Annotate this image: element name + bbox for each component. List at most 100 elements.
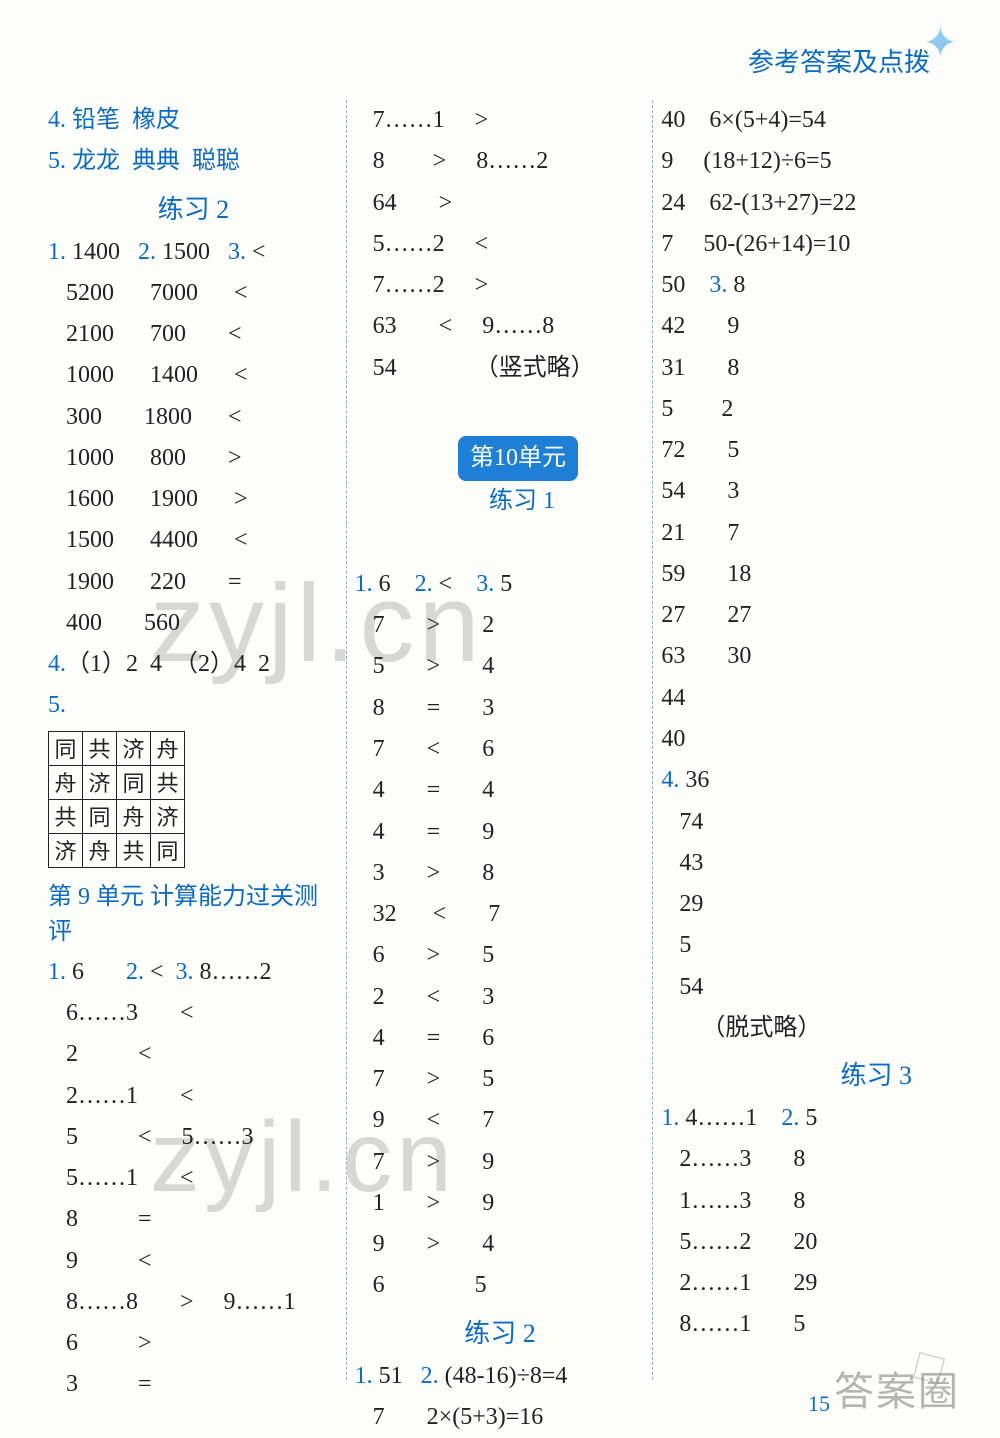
page-title: 参考答案及点拨: [748, 42, 930, 79]
grid-cell: 共: [83, 731, 117, 765]
table-row: 1. 1400 2. 1500 3. <: [48, 232, 339, 273]
table-row: 31 8: [661, 348, 952, 389]
grid-cell: 济: [49, 833, 83, 867]
table-row: 27 27: [661, 595, 952, 636]
table-row: 50 3. 8: [661, 265, 952, 306]
table-row: 59 18: [661, 554, 952, 595]
table-row: 63 30: [661, 636, 952, 677]
table-row: 63 < 9……8: [355, 306, 646, 347]
table-row: 7……1 >: [355, 100, 646, 141]
grid-cell: 济: [83, 765, 117, 799]
table-row: 7 2×(5+3)=16: [355, 1397, 646, 1438]
ans-4b: （1）2 4 （2）4 2: [66, 651, 270, 677]
table-row: 9 (18+12)÷6=5: [661, 141, 952, 182]
table-row: 9 < 7: [355, 1100, 646, 1141]
ans-4: 4. 铅笔 橡皮: [48, 107, 180, 133]
table-row: 1……3 8: [661, 1181, 952, 1222]
table-row: 1 > 9: [355, 1183, 646, 1224]
table-row: 8 > 8……2: [355, 141, 646, 182]
table-row: 7 < 6: [355, 729, 646, 770]
grid-cell: 舟: [151, 731, 185, 765]
table-row: 5 < 5……3: [48, 1117, 339, 1158]
table-row: 40 6×(5+4)=54: [661, 100, 952, 141]
grid-cell: 舟: [49, 765, 83, 799]
unit-heading: 第10单元 练习 1: [355, 395, 646, 564]
column-2: 7……1 > 8 > 8……2 64 > 5……2 < 7……2 > 63 < …: [347, 100, 654, 1380]
grid-cell: 同: [49, 731, 83, 765]
table-row: 300 1800 <: [48, 397, 339, 438]
table-row: 2……3 8: [661, 1139, 952, 1180]
table-row: 1900 220 =: [48, 562, 339, 603]
table-row: 29: [661, 884, 952, 925]
table-row: 2 < 3: [355, 977, 646, 1018]
table-row: 8……1 5: [661, 1304, 952, 1345]
grid-cell: 舟: [117, 799, 151, 833]
table-row: 2……1 29: [661, 1263, 952, 1304]
section-heading: 第 9 单元 计算能力过关测评: [48, 876, 339, 946]
table-row: 44: [661, 678, 952, 719]
table-row: 4 = 9: [355, 812, 646, 853]
table-row: 5200 7000 <: [48, 273, 339, 314]
grid-cell: 济: [151, 799, 185, 833]
table-row: 54: [661, 967, 952, 1008]
table-row: 21 7: [661, 513, 952, 554]
ans-5b: 5.: [48, 692, 66, 718]
table-row: 1. 6 2. < 3. 8……2: [48, 952, 339, 993]
table-row: 3 > 8: [355, 853, 646, 894]
table-row: 43: [661, 843, 952, 884]
table-row: 1600 1900 >: [48, 479, 339, 520]
unit-title: 练习 1: [489, 488, 555, 514]
table-row: 74: [661, 802, 952, 843]
table-row: 7 50-(26+14)=10: [661, 224, 952, 265]
table-row: 6……3 <: [48, 993, 339, 1034]
table-row: 9 > 4: [355, 1224, 646, 1265]
grid-cell: 共: [117, 833, 151, 867]
table-row: 7……2 >: [355, 265, 646, 306]
table-row: 6 > 5: [355, 935, 646, 976]
table-row: 5……2 20: [661, 1222, 952, 1263]
table-row: 1. 51 2. (48-16)÷8=4: [355, 1356, 646, 1397]
answer-line: 4.（1）2 4 （2）4 2: [48, 644, 339, 685]
table-row: 8……8 > 9……1: [48, 1282, 339, 1323]
section-heading: 练习 3: [661, 1055, 952, 1092]
table-row: 72 5: [661, 430, 952, 471]
table-row: 5……2 <: [355, 224, 646, 265]
table-row: 9 <: [48, 1241, 339, 1282]
table-row: 2 <: [48, 1034, 339, 1075]
table-row: 24 62-(13+27)=22: [661, 183, 952, 224]
table-row: 6 >: [48, 1323, 339, 1364]
grid-cell: 共: [49, 799, 83, 833]
page-number: 15: [808, 1391, 830, 1417]
table-row: 54 （竖式略）: [355, 348, 646, 389]
columns: 4. 铅笔 橡皮 5. 龙龙 典典 聪聪 练习 2 1. 1400 2. 150…: [40, 100, 960, 1380]
answer-line: 4. 铅笔 橡皮: [48, 100, 339, 141]
table-row: 400 560: [48, 603, 339, 644]
section-heading: 练习 2: [48, 189, 339, 226]
table-row: 54 3: [661, 471, 952, 512]
grid-cell: 共: [151, 765, 185, 799]
table-row: 2……1 <: [48, 1076, 339, 1117]
note-line: （脱式略）: [661, 1008, 952, 1049]
section-heading: 练习 2: [355, 1313, 646, 1350]
table-row: 5……1 <: [48, 1158, 339, 1199]
table-row: 1000 800 >: [48, 438, 339, 479]
table-row: 42 9: [661, 306, 952, 347]
table-row: 7 > 2: [355, 605, 646, 646]
table-row: 1000 1400 <: [48, 355, 339, 396]
table-row: 4. 36: [661, 760, 952, 801]
table-row: 2100 700 <: [48, 314, 339, 355]
table-row: 3 =: [48, 1364, 339, 1405]
column-3: 40 6×(5+4)=549 (18+12)÷6=524 62-(13+27)=…: [653, 100, 960, 1380]
table-row: 5 2: [661, 389, 952, 430]
table-row: 7 > 9: [355, 1142, 646, 1183]
table-row: 32 < 7: [355, 894, 646, 935]
answer-line: 5. 龙龙 典典 聪聪: [48, 141, 339, 182]
table-row: 4 = 4: [355, 770, 646, 811]
table-row: 4 = 6: [355, 1018, 646, 1059]
grid-cell: 济: [117, 731, 151, 765]
table-row: 6 5: [355, 1265, 646, 1306]
table-row: 40: [661, 719, 952, 760]
grid-cell: 舟: [83, 833, 117, 867]
table-row: 64 >: [355, 183, 646, 224]
answer-line: 1. 6 2. < 3. 5: [355, 564, 646, 605]
